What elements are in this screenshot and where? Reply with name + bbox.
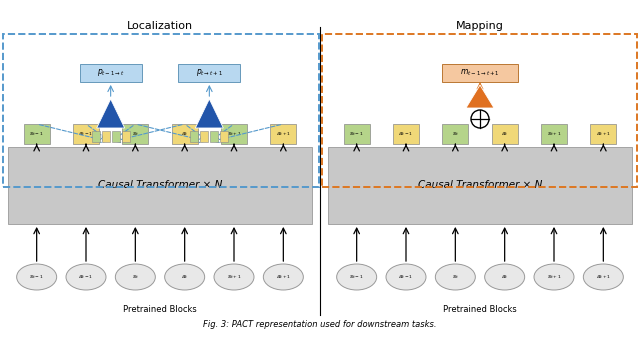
- Text: Mapping: Mapping: [456, 21, 504, 31]
- FancyBboxPatch shape: [270, 124, 296, 144]
- Text: $a_{t-1}$: $a_{t-1}$: [398, 273, 413, 281]
- Ellipse shape: [435, 264, 476, 290]
- FancyBboxPatch shape: [179, 64, 241, 82]
- Ellipse shape: [337, 264, 377, 290]
- FancyBboxPatch shape: [200, 131, 209, 142]
- FancyBboxPatch shape: [492, 124, 518, 144]
- FancyBboxPatch shape: [79, 64, 141, 82]
- Text: Fig. 3: PACT representation used for downstream tasks.: Fig. 3: PACT representation used for dow…: [204, 320, 436, 329]
- FancyBboxPatch shape: [190, 131, 198, 142]
- Text: $a_{t+1}$: $a_{t+1}$: [596, 273, 611, 281]
- Text: $s_{t-1}$: $s_{t-1}$: [349, 273, 364, 281]
- Text: $s_{t+1}$: $s_{t+1}$: [227, 273, 241, 281]
- Text: $a_t$: $a_t$: [181, 130, 189, 138]
- Text: Pretrained Blocks: Pretrained Blocks: [443, 305, 517, 313]
- Text: $s_{t+1}$: $s_{t+1}$: [547, 273, 561, 281]
- Text: Causal Transformer × N: Causal Transformer × N: [98, 181, 222, 190]
- FancyBboxPatch shape: [220, 131, 228, 142]
- FancyBboxPatch shape: [590, 124, 616, 144]
- Text: $a_{t-1}$: $a_{t-1}$: [78, 273, 93, 281]
- Text: $s_{t+1}$: $s_{t+1}$: [547, 130, 561, 138]
- FancyBboxPatch shape: [442, 64, 518, 82]
- Ellipse shape: [66, 264, 106, 290]
- Text: $a_{t-1}$: $a_{t-1}$: [78, 130, 93, 138]
- Text: $m_{t-1\rightarrow t+1}$: $m_{t-1\rightarrow t+1}$: [460, 68, 500, 78]
- Polygon shape: [97, 99, 125, 128]
- FancyBboxPatch shape: [344, 124, 370, 144]
- Ellipse shape: [386, 264, 426, 290]
- Text: Causal Transformer × N: Causal Transformer × N: [418, 181, 542, 190]
- Text: $s_{t-1}$: $s_{t-1}$: [349, 130, 364, 138]
- Text: Pretrained Blocks: Pretrained Blocks: [123, 305, 197, 313]
- Ellipse shape: [164, 264, 205, 290]
- Polygon shape: [466, 85, 494, 108]
- FancyBboxPatch shape: [541, 124, 567, 144]
- Text: $s_t$: $s_t$: [452, 130, 459, 138]
- FancyBboxPatch shape: [122, 124, 148, 144]
- Text: $s_{t-1}$: $s_{t-1}$: [29, 273, 44, 281]
- Text: $p_{t-1\rightarrow t}$: $p_{t-1\rightarrow t}$: [97, 67, 125, 79]
- Ellipse shape: [484, 264, 525, 290]
- Text: $p_{t\rightarrow t+1}$: $p_{t\rightarrow t+1}$: [196, 67, 223, 79]
- Ellipse shape: [17, 264, 57, 290]
- FancyBboxPatch shape: [442, 124, 468, 144]
- Text: $a_{t-1}$: $a_{t-1}$: [398, 130, 413, 138]
- FancyBboxPatch shape: [393, 124, 419, 144]
- Text: $s_t$: $s_t$: [132, 130, 139, 138]
- FancyBboxPatch shape: [92, 131, 100, 142]
- Text: $a_{t+1}$: $a_{t+1}$: [276, 130, 291, 138]
- Text: $s_{t+1}$: $s_{t+1}$: [227, 130, 241, 138]
- FancyBboxPatch shape: [8, 147, 312, 224]
- Text: $a_t$: $a_t$: [181, 273, 189, 281]
- FancyBboxPatch shape: [102, 131, 109, 142]
- FancyBboxPatch shape: [211, 131, 218, 142]
- Ellipse shape: [583, 264, 623, 290]
- Ellipse shape: [115, 264, 156, 290]
- Text: $a_{t+1}$: $a_{t+1}$: [596, 130, 611, 138]
- Text: $s_{t-1}$: $s_{t-1}$: [29, 130, 44, 138]
- FancyBboxPatch shape: [73, 124, 99, 144]
- Ellipse shape: [263, 264, 303, 290]
- FancyBboxPatch shape: [221, 124, 247, 144]
- Polygon shape: [195, 99, 223, 128]
- Text: Localization: Localization: [127, 21, 193, 31]
- Text: $a_{t+1}$: $a_{t+1}$: [276, 273, 291, 281]
- FancyBboxPatch shape: [111, 131, 120, 142]
- FancyBboxPatch shape: [328, 147, 632, 224]
- Ellipse shape: [214, 264, 254, 290]
- Text: $s_t$: $s_t$: [452, 273, 459, 281]
- Text: $a_t$: $a_t$: [501, 130, 509, 138]
- FancyBboxPatch shape: [172, 124, 198, 144]
- Circle shape: [471, 110, 489, 128]
- Text: $s_t$: $s_t$: [132, 273, 139, 281]
- FancyBboxPatch shape: [24, 124, 50, 144]
- FancyBboxPatch shape: [122, 131, 130, 142]
- Ellipse shape: [534, 264, 574, 290]
- Text: $a_t$: $a_t$: [501, 273, 509, 281]
